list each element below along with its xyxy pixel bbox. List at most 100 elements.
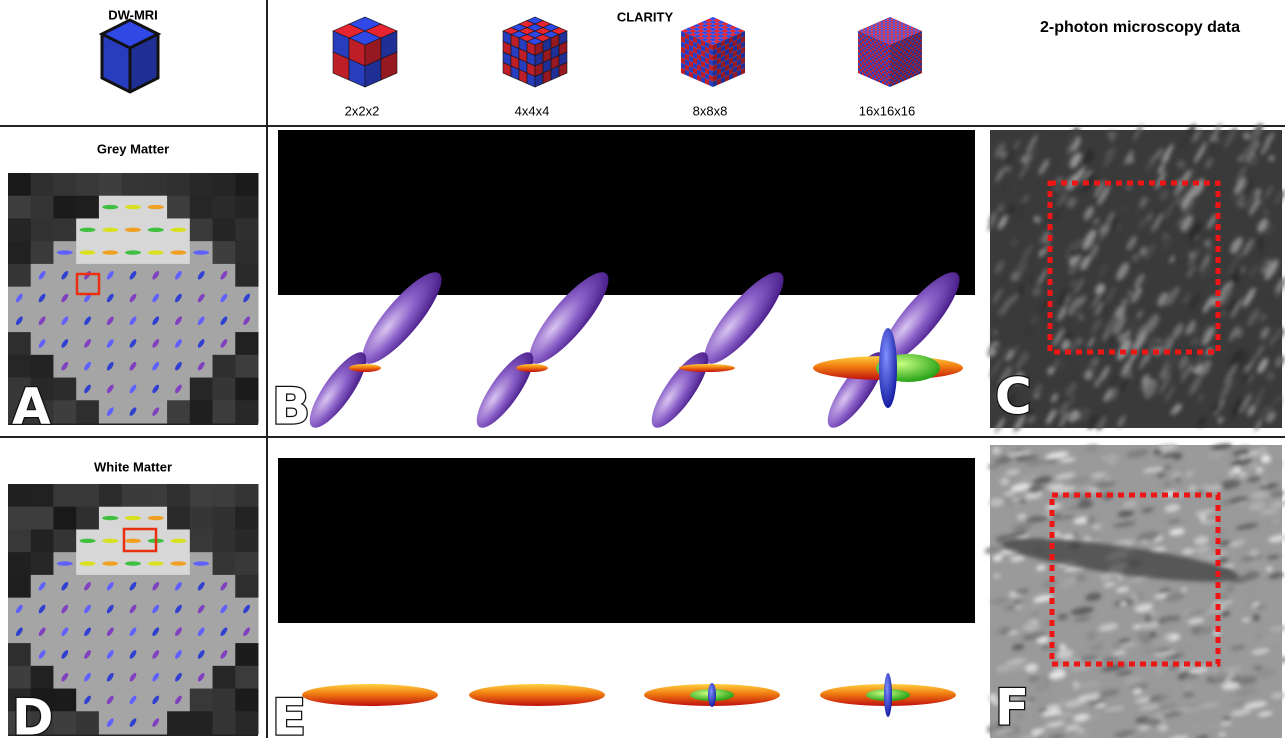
map-cell bbox=[144, 484, 167, 507]
cube bbox=[503, 17, 567, 87]
map-cell bbox=[235, 689, 258, 712]
lobe bbox=[643, 345, 718, 435]
glyph bbox=[102, 561, 118, 565]
lobe bbox=[879, 328, 897, 408]
map-cell bbox=[235, 400, 258, 423]
glyph bbox=[125, 205, 141, 209]
map-cell bbox=[31, 355, 54, 378]
glyph bbox=[148, 228, 164, 232]
lobe bbox=[349, 364, 381, 372]
glyph bbox=[193, 250, 209, 254]
map-cell bbox=[8, 355, 31, 378]
odf-glyph bbox=[302, 684, 438, 706]
map-cell bbox=[190, 689, 213, 712]
map-cell bbox=[8, 173, 31, 196]
glyph bbox=[125, 516, 141, 520]
glyph bbox=[193, 561, 209, 565]
column-title: CLARITY bbox=[617, 9, 674, 24]
glyph bbox=[170, 539, 186, 543]
lobe bbox=[516, 364, 548, 372]
map-cell bbox=[8, 264, 31, 287]
glyph bbox=[125, 250, 141, 254]
glyph bbox=[80, 561, 96, 565]
map-cell bbox=[235, 355, 258, 378]
cube bbox=[681, 17, 745, 87]
map-cell bbox=[122, 484, 145, 507]
map-cell bbox=[213, 552, 236, 575]
map-cell bbox=[213, 666, 236, 689]
map-cell bbox=[31, 484, 54, 507]
glyph bbox=[102, 205, 118, 209]
map-cell bbox=[213, 689, 236, 712]
glyph bbox=[80, 539, 96, 543]
map-cell bbox=[213, 355, 236, 378]
map-cell bbox=[213, 711, 236, 734]
map-cell bbox=[53, 711, 76, 734]
row-title: White Matter bbox=[94, 459, 172, 474]
map-cell bbox=[8, 529, 31, 552]
map-cell bbox=[235, 218, 258, 241]
map-cell bbox=[8, 332, 31, 355]
map-cell bbox=[167, 173, 190, 196]
map-cell bbox=[76, 507, 99, 530]
map-cell bbox=[213, 196, 236, 219]
glyph bbox=[148, 205, 164, 209]
cube bbox=[102, 20, 158, 92]
panel-letter: C bbox=[995, 368, 1032, 426]
map-cell bbox=[213, 400, 236, 423]
map-cell bbox=[213, 241, 236, 264]
map-cell bbox=[235, 241, 258, 264]
map-cell bbox=[190, 218, 213, 241]
cube bbox=[333, 17, 397, 87]
panel-letter: F bbox=[995, 679, 1029, 737]
map-cell bbox=[8, 241, 31, 264]
glyph bbox=[148, 250, 164, 254]
map-cell bbox=[8, 507, 31, 530]
map-cell bbox=[167, 484, 190, 507]
map-cell bbox=[8, 484, 31, 507]
map-cell bbox=[122, 173, 145, 196]
odf-glyph bbox=[469, 684, 605, 706]
map-cell bbox=[213, 529, 236, 552]
map-cell bbox=[213, 507, 236, 530]
map-cell bbox=[213, 173, 236, 196]
glyph bbox=[102, 250, 118, 254]
map-cell bbox=[144, 173, 167, 196]
glyph bbox=[125, 561, 141, 565]
resolution-label: 16x16x16 bbox=[859, 103, 915, 118]
map-cell bbox=[235, 378, 258, 401]
map-cell bbox=[8, 666, 31, 689]
glyph bbox=[170, 250, 186, 254]
odf-glyph bbox=[644, 683, 780, 707]
odf-glyph bbox=[820, 673, 956, 717]
map-cell bbox=[31, 196, 54, 219]
glyph bbox=[170, 228, 186, 232]
glyph bbox=[57, 250, 73, 254]
map-cell bbox=[190, 400, 213, 423]
row-title: Grey Matter bbox=[97, 141, 169, 156]
map-cell bbox=[213, 378, 236, 401]
glyph bbox=[148, 561, 164, 565]
map-cell bbox=[235, 575, 258, 598]
map-cell bbox=[53, 173, 76, 196]
map-cell bbox=[190, 507, 213, 530]
map-cell bbox=[31, 241, 54, 264]
glyph bbox=[80, 250, 96, 254]
map-cell bbox=[76, 484, 99, 507]
resolution-label: 2x2x2 bbox=[345, 103, 380, 118]
glyph bbox=[102, 539, 118, 543]
map-cell bbox=[190, 378, 213, 401]
glyph-image bbox=[278, 458, 975, 623]
panel-letter: D bbox=[12, 689, 54, 738]
map-cell bbox=[235, 529, 258, 552]
map-cell bbox=[31, 507, 54, 530]
map-cell bbox=[76, 400, 99, 423]
map-cell bbox=[190, 173, 213, 196]
map-cell bbox=[53, 689, 76, 712]
map-cell bbox=[235, 711, 258, 734]
map-cell bbox=[167, 507, 190, 530]
panel-letter: B bbox=[272, 378, 310, 436]
map-cell bbox=[167, 400, 190, 423]
map-cell bbox=[8, 218, 31, 241]
glyph bbox=[102, 516, 118, 520]
